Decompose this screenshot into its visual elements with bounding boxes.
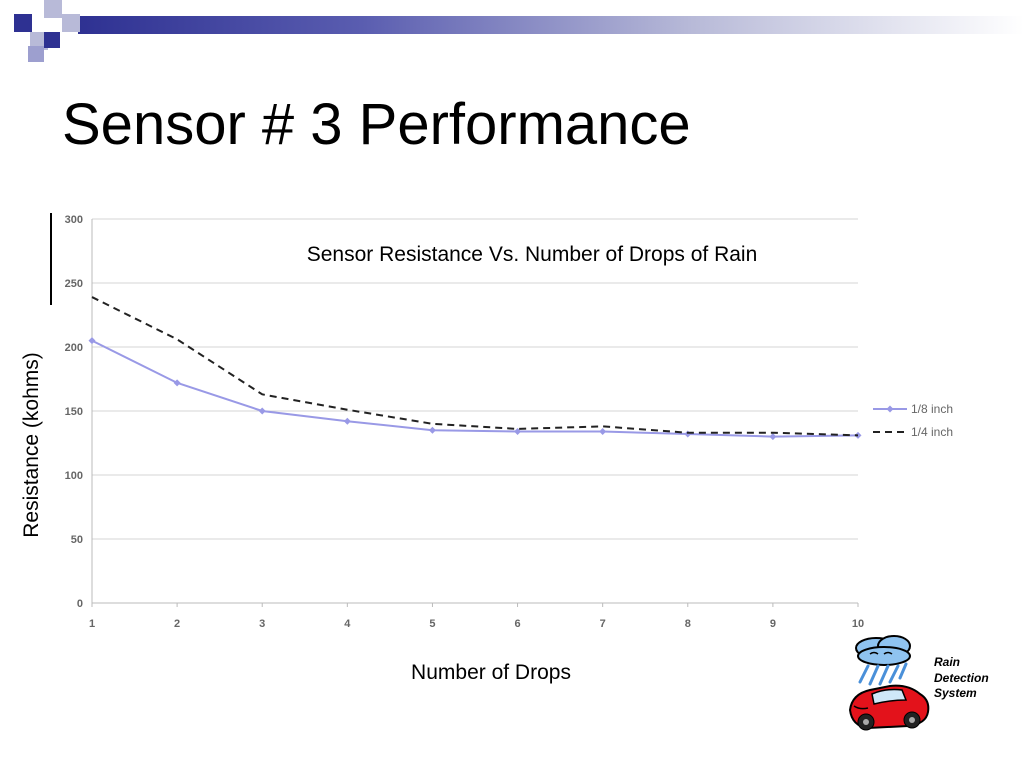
- data-point: [684, 430, 692, 438]
- series-line-2: [91, 296, 859, 437]
- y-tick-label: 150: [65, 406, 83, 418]
- logo-caption-line: Rain: [934, 655, 961, 669]
- series-line-1: [91, 339, 859, 438]
- logo-caption: Rain Detection System: [934, 655, 1014, 702]
- rain-cloud-icon: [855, 635, 911, 686]
- corner-square-light: [28, 46, 44, 62]
- chart-title: Sensor Resistance Vs. Number of Drops of…: [306, 243, 758, 266]
- corner-square-dark: [14, 14, 32, 32]
- y-tick-label: 200: [65, 342, 83, 354]
- x-tick-label: 8: [685, 618, 691, 630]
- corner-square-light: [62, 14, 80, 32]
- x-axis-label: Number of Drops: [411, 661, 571, 684]
- x-tick-label: 2: [174, 618, 180, 630]
- y-tick-label: 250: [65, 278, 83, 290]
- logo-caption-line: Detection: [934, 670, 989, 685]
- data-point: [769, 433, 777, 441]
- data-point: [599, 427, 607, 435]
- x-tick-label: 5: [429, 618, 435, 630]
- slide-title: Sensor # 3 Performance: [62, 92, 691, 157]
- x-tick-label: 1: [89, 618, 95, 630]
- vertical-rule: [50, 213, 52, 305]
- x-tick-label: 6: [514, 618, 520, 630]
- legend-marker: [886, 405, 894, 413]
- y-tick-label: 50: [71, 534, 83, 546]
- corner-square-light: [44, 0, 62, 18]
- y-tick-label: 100: [65, 470, 83, 482]
- data-point: [173, 379, 181, 387]
- data-point: [343, 417, 351, 425]
- rain-cloud-car-icon: [848, 635, 930, 731]
- x-tick-label: 3: [259, 618, 265, 630]
- x-tick-label: 7: [600, 618, 606, 630]
- x-tick-label: 9: [770, 618, 776, 630]
- x-tick-label: 10: [852, 618, 864, 630]
- y-tick-label: 300: [65, 214, 83, 226]
- legend-label: 1/8 inch: [911, 402, 953, 416]
- data-point: [88, 337, 96, 345]
- y-tick-label: 0: [77, 598, 83, 610]
- corner-square-light: [30, 32, 48, 50]
- header-bar: [78, 16, 1024, 34]
- legend-label: 1/4 inch: [911, 425, 953, 439]
- x-tick-label: 4: [344, 618, 351, 630]
- data-point: [258, 407, 266, 415]
- red-car-icon: [848, 684, 930, 731]
- logo-caption-line: System: [934, 686, 977, 701]
- data-point: [428, 426, 436, 434]
- corner-square-dark: [44, 32, 60, 48]
